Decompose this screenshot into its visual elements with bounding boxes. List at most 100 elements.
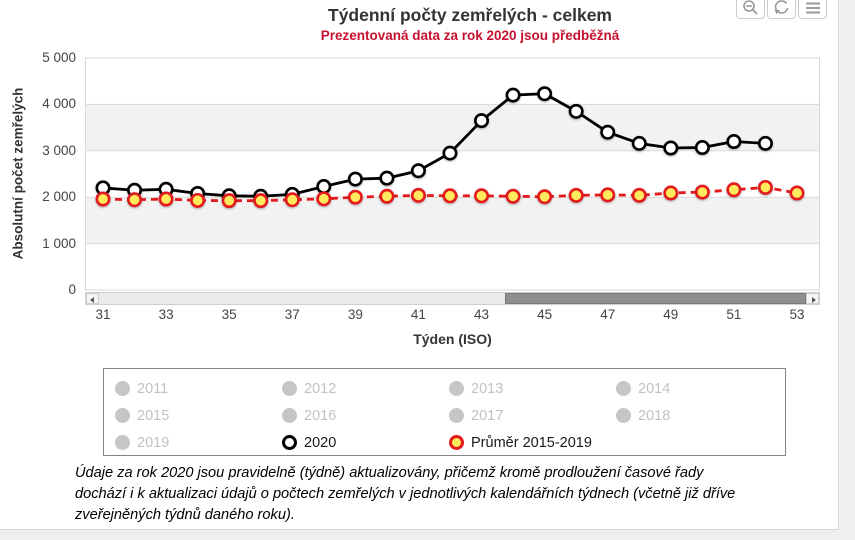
scrollbar-thumb[interactable] [505, 293, 806, 304]
series-line-Průměr 2015-2019 [102, 186, 798, 203]
data-point-2020-week-49[interactable] [663, 140, 679, 156]
x-tick-label: 47 [600, 307, 616, 322]
scroll-left-arrow-icon [90, 296, 94, 303]
x-axis-scrollbar[interactable] [85, 292, 820, 305]
grid-band [85, 104, 820, 151]
legend-marker-icon [115, 381, 130, 396]
data-point-2020-week-44[interactable] [505, 87, 521, 103]
legend-item-2011[interactable]: 2011 [115, 381, 282, 397]
data-point-Průměr 2015-2019-week-51[interactable] [726, 182, 742, 198]
legend-marker-icon [115, 408, 130, 423]
legend-item-2018[interactable]: 2018 [616, 408, 783, 424]
scrollbar-left-button[interactable] [86, 293, 99, 304]
data-point-2020-week-40[interactable] [379, 170, 395, 186]
data-point-2020-week-47[interactable] [600, 124, 616, 140]
x-tick-label: 35 [221, 307, 237, 322]
legend-item-průměr-2015-2019[interactable]: Průměr 2015-2019 [449, 435, 616, 451]
legend-box: 2011 2012 2013 2014 2015 2016 2017 2018 2019 2020… [103, 368, 786, 456]
y-tick-label: 0 [68, 282, 76, 297]
context-menu-button[interactable] [798, 0, 827, 19]
y-tick-label: 3 000 [42, 142, 76, 158]
legend-item-label: 2012 [304, 380, 337, 397]
legend-item-2012[interactable]: 2012 [282, 381, 449, 397]
legend-item-label: 2015 [137, 407, 170, 424]
series-line-2020 [102, 92, 766, 198]
x-tick-label: 45 [537, 307, 553, 322]
data-point-Průměr 2015-2019-week-52[interactable] [757, 179, 773, 195]
legend-marker-icon [282, 408, 297, 423]
data-point-2020-week-43[interactable] [474, 113, 490, 129]
legend-item-2017[interactable]: 2017 [449, 408, 616, 424]
legend-item-label: 2018 [638, 407, 671, 424]
data-point-Průměr 2015-2019-week-33[interactable] [158, 191, 174, 207]
data-point-Průměr 2015-2019-week-35[interactable] [221, 193, 237, 209]
legend-marker-icon [282, 381, 297, 396]
data-point-2020-week-51[interactable] [726, 134, 742, 150]
legend-item-label: 2013 [471, 380, 504, 397]
y-tick-label: 1 000 [42, 235, 76, 251]
hamburger-menu-icon [805, 2, 820, 14]
data-point-2020-week-52[interactable] [757, 135, 773, 151]
x-tick-label: 37 [284, 307, 300, 322]
data-point-2020-week-46[interactable] [568, 103, 584, 119]
x-tick-label: 39 [347, 307, 363, 322]
data-point-Průměr 2015-2019-week-40[interactable] [379, 188, 395, 204]
legend-marker-icon [616, 408, 631, 423]
data-point-2020-week-39[interactable] [347, 171, 363, 187]
data-point-Průměr 2015-2019-week-39[interactable] [347, 189, 363, 205]
legend-item-2014[interactable]: 2014 [616, 381, 783, 397]
data-point-Průměr 2015-2019-week-46[interactable] [568, 187, 584, 203]
footer-line: zveřejněných týdnů daného roku). [75, 506, 295, 523]
data-point-2020-week-38[interactable] [316, 179, 332, 195]
data-point-Průměr 2015-2019-week-37[interactable] [284, 192, 300, 208]
legend-marker-icon [616, 381, 631, 396]
legend-item-2013[interactable]: 2013 [449, 381, 616, 397]
data-point-2020-week-48[interactable] [631, 135, 647, 151]
data-point-2020-week-45[interactable] [537, 86, 553, 102]
chart-title: Týdenní počty zemřelých - celkem [328, 5, 612, 25]
legend-item-2019[interactable]: 2019 [115, 435, 282, 451]
zoom-out-button[interactable] [736, 0, 765, 19]
scroll-right-arrow-icon [812, 296, 816, 303]
y-tick-label: 5 000 [42, 50, 76, 65]
data-point-Průměr 2015-2019-week-38[interactable] [316, 191, 332, 207]
data-point-2020-week-42[interactable] [442, 145, 458, 161]
data-point-Průměr 2015-2019-week-53[interactable] [789, 185, 805, 201]
legend-marker-icon [282, 435, 297, 450]
data-point-2020-week-50[interactable] [694, 140, 710, 156]
legend-marker-icon [449, 435, 464, 450]
scrollbar-right-button[interactable] [806, 293, 819, 304]
x-tick-label: 41 [410, 307, 426, 322]
x-tick-label: 53 [789, 307, 805, 322]
y-tick-label: 2 000 [42, 189, 76, 205]
data-point-Průměr 2015-2019-week-42[interactable] [442, 188, 458, 204]
legend-marker-icon [449, 408, 464, 423]
data-point-Průměr 2015-2019-week-32[interactable] [127, 192, 143, 208]
data-point-Průměr 2015-2019-week-47[interactable] [600, 187, 616, 203]
data-point-Průměr 2015-2019-week-48[interactable] [631, 187, 647, 203]
legend-item-2020[interactable]: 2020 [282, 435, 449, 451]
magnifier-minus-icon [743, 0, 758, 15]
data-point-Průměr 2015-2019-week-45[interactable] [537, 189, 553, 205]
data-point-Průměr 2015-2019-week-36[interactable] [253, 193, 269, 209]
reset-view-button[interactable] [767, 0, 796, 19]
legend-item-2015[interactable]: 2015 [115, 408, 282, 424]
legend-item-label: Průměr 2015-2019 [471, 434, 592, 451]
footer-line: dochází i k aktualizaci údajů o počtech … [75, 485, 736, 502]
legend-marker-icon [115, 435, 130, 450]
x-tick-label: 31 [95, 307, 111, 322]
x-axis-title: Týden (ISO) [413, 331, 492, 347]
legend-item-label: 2020 [304, 434, 337, 451]
data-point-Průměr 2015-2019-week-34[interactable] [190, 192, 206, 208]
data-point-Průměr 2015-2019-week-31[interactable] [95, 191, 111, 207]
footer-note: Údaje za rok 2020 jsou pravidelně (týdně… [75, 463, 850, 526]
plot-area [85, 57, 820, 291]
data-point-Průměr 2015-2019-week-49[interactable] [663, 185, 679, 201]
data-point-2020-week-41[interactable] [410, 163, 426, 179]
data-point-Průměr 2015-2019-week-50[interactable] [694, 184, 710, 200]
data-point-Průměr 2015-2019-week-44[interactable] [505, 188, 521, 204]
data-point-Průměr 2015-2019-week-41[interactable] [410, 187, 426, 203]
data-point-Průměr 2015-2019-week-43[interactable] [474, 188, 490, 204]
legend-item-2016[interactable]: 2016 [282, 408, 449, 424]
y-tick-label: 4 000 [42, 96, 76, 112]
